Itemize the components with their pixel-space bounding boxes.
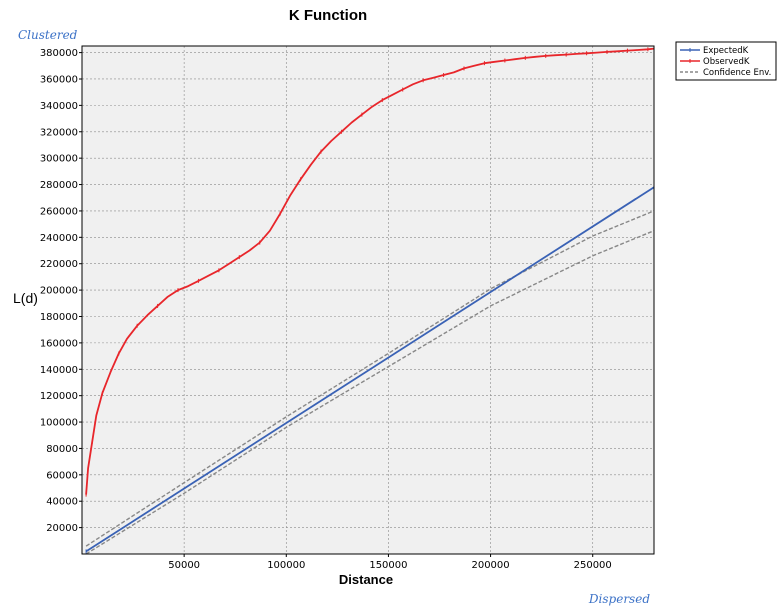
x-axis-label: Distance: [339, 572, 393, 587]
x-tick-label: 50000: [168, 560, 200, 571]
series-line-confidence-env: [85, 210, 655, 547]
y-tick-label: 200000: [40, 286, 78, 297]
y-tick-label: 20000: [46, 523, 78, 534]
corner-bottom-label: Dispersed: [588, 592, 650, 606]
x-tick-label: 100000: [267, 560, 305, 571]
y-tick-label: 260000: [40, 206, 78, 217]
y-tick-label: 340000: [40, 101, 78, 112]
y-tick-label: 140000: [40, 365, 78, 376]
y-tick-label: 40000: [46, 497, 78, 508]
legend-entry-label: ExpectedK: [703, 46, 749, 56]
grid-lines: [82, 46, 654, 554]
y-tick-label: 60000: [46, 470, 78, 481]
chart-title: K Function: [289, 7, 367, 24]
y-axis-ticks: 20000 40000 60000 80000 100000 120000 140000 16…: [40, 48, 82, 534]
y-axis-label: L(d): [13, 290, 38, 306]
series-layer: [85, 47, 655, 555]
plot-frame: [81, 45, 655, 555]
legend-entry-label: ObservedK: [703, 57, 750, 67]
plot-area: [82, 46, 654, 554]
y-tick-label: 220000: [40, 259, 78, 270]
y-tick-label: 180000: [40, 312, 78, 323]
x-tick-label: 150000: [369, 560, 407, 571]
legend-entry-label: Confidence Env.: [703, 68, 771, 78]
y-tick-label: 280000: [40, 180, 78, 191]
y-tick-label: 300000: [40, 154, 78, 165]
x-axis-ticks: 50000 100000 150000 200000 250000: [168, 554, 612, 571]
y-tick-label: 240000: [40, 233, 78, 244]
series-line-confidence-env: [85, 230, 655, 555]
y-tick-label: 80000: [46, 444, 78, 455]
corner-top-label: Clustered: [18, 28, 78, 42]
series-line-expectedk: [85, 186, 655, 553]
y-tick-label: 100000: [40, 418, 78, 429]
y-tick-label: 320000: [40, 127, 78, 138]
x-tick-label: 250000: [574, 560, 612, 571]
y-tick-label: 160000: [40, 338, 78, 349]
x-tick-label: 200000: [471, 560, 509, 571]
series-line-observedk: [85, 47, 655, 495]
y-tick-label: 360000: [40, 74, 78, 85]
y-tick-label: 120000: [40, 391, 78, 402]
y-tick-label: 380000: [40, 48, 78, 59]
